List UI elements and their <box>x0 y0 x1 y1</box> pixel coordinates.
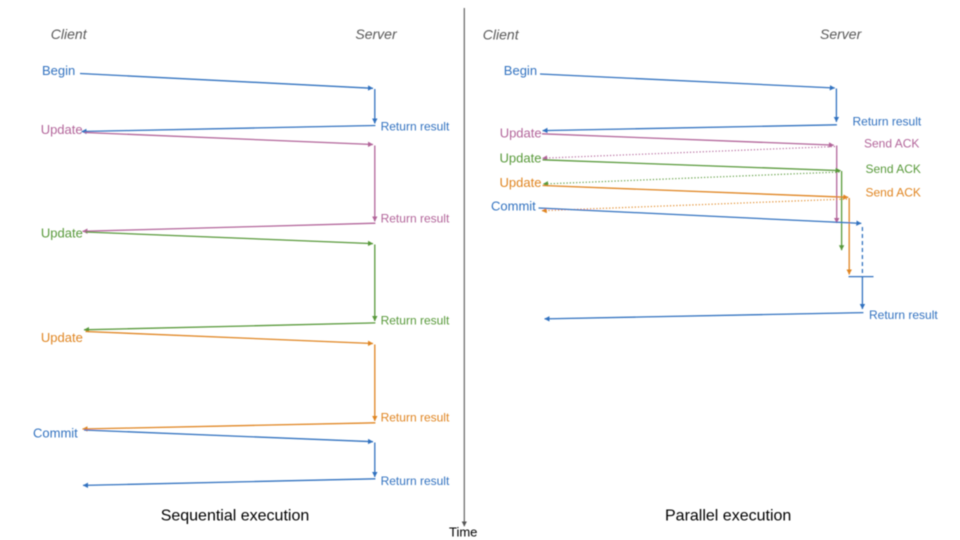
svg-text:Send ACK: Send ACK <box>866 162 921 176</box>
svg-text:Update: Update <box>41 330 83 345</box>
svg-text:Send ACK: Send ACK <box>866 186 921 200</box>
svg-text:Begin: Begin <box>42 63 75 78</box>
svg-text:Return result: Return result <box>381 211 450 225</box>
svg-text:Update: Update <box>500 150 542 165</box>
svg-text:Sequential execution: Sequential execution <box>161 508 310 525</box>
svg-text:Send ACK: Send ACK <box>864 137 919 151</box>
svg-text:Update: Update <box>500 175 542 190</box>
svg-text:Return result: Return result <box>381 120 450 134</box>
svg-text:Return result: Return result <box>869 308 938 322</box>
svg-text:Update: Update <box>500 126 542 141</box>
svg-text:Commit: Commit <box>33 425 78 440</box>
svg-text:Return result: Return result <box>381 411 450 425</box>
svg-text:Update: Update <box>41 226 83 241</box>
svg-text:Client: Client <box>483 26 520 42</box>
svg-text:Server: Server <box>355 26 398 42</box>
svg-text:Update: Update <box>41 122 83 137</box>
svg-text:Return result: Return result <box>853 115 922 129</box>
svg-text:Parallel execution: Parallel execution <box>665 508 791 525</box>
svg-text:Begin: Begin <box>504 63 537 78</box>
svg-text:Time: Time <box>449 525 477 540</box>
svg-text:Commit: Commit <box>491 199 536 214</box>
svg-text:Client: Client <box>51 26 88 42</box>
svg-text:Return result: Return result <box>381 474 450 488</box>
svg-text:Server: Server <box>820 26 863 42</box>
svg-text:Return result: Return result <box>381 314 450 328</box>
